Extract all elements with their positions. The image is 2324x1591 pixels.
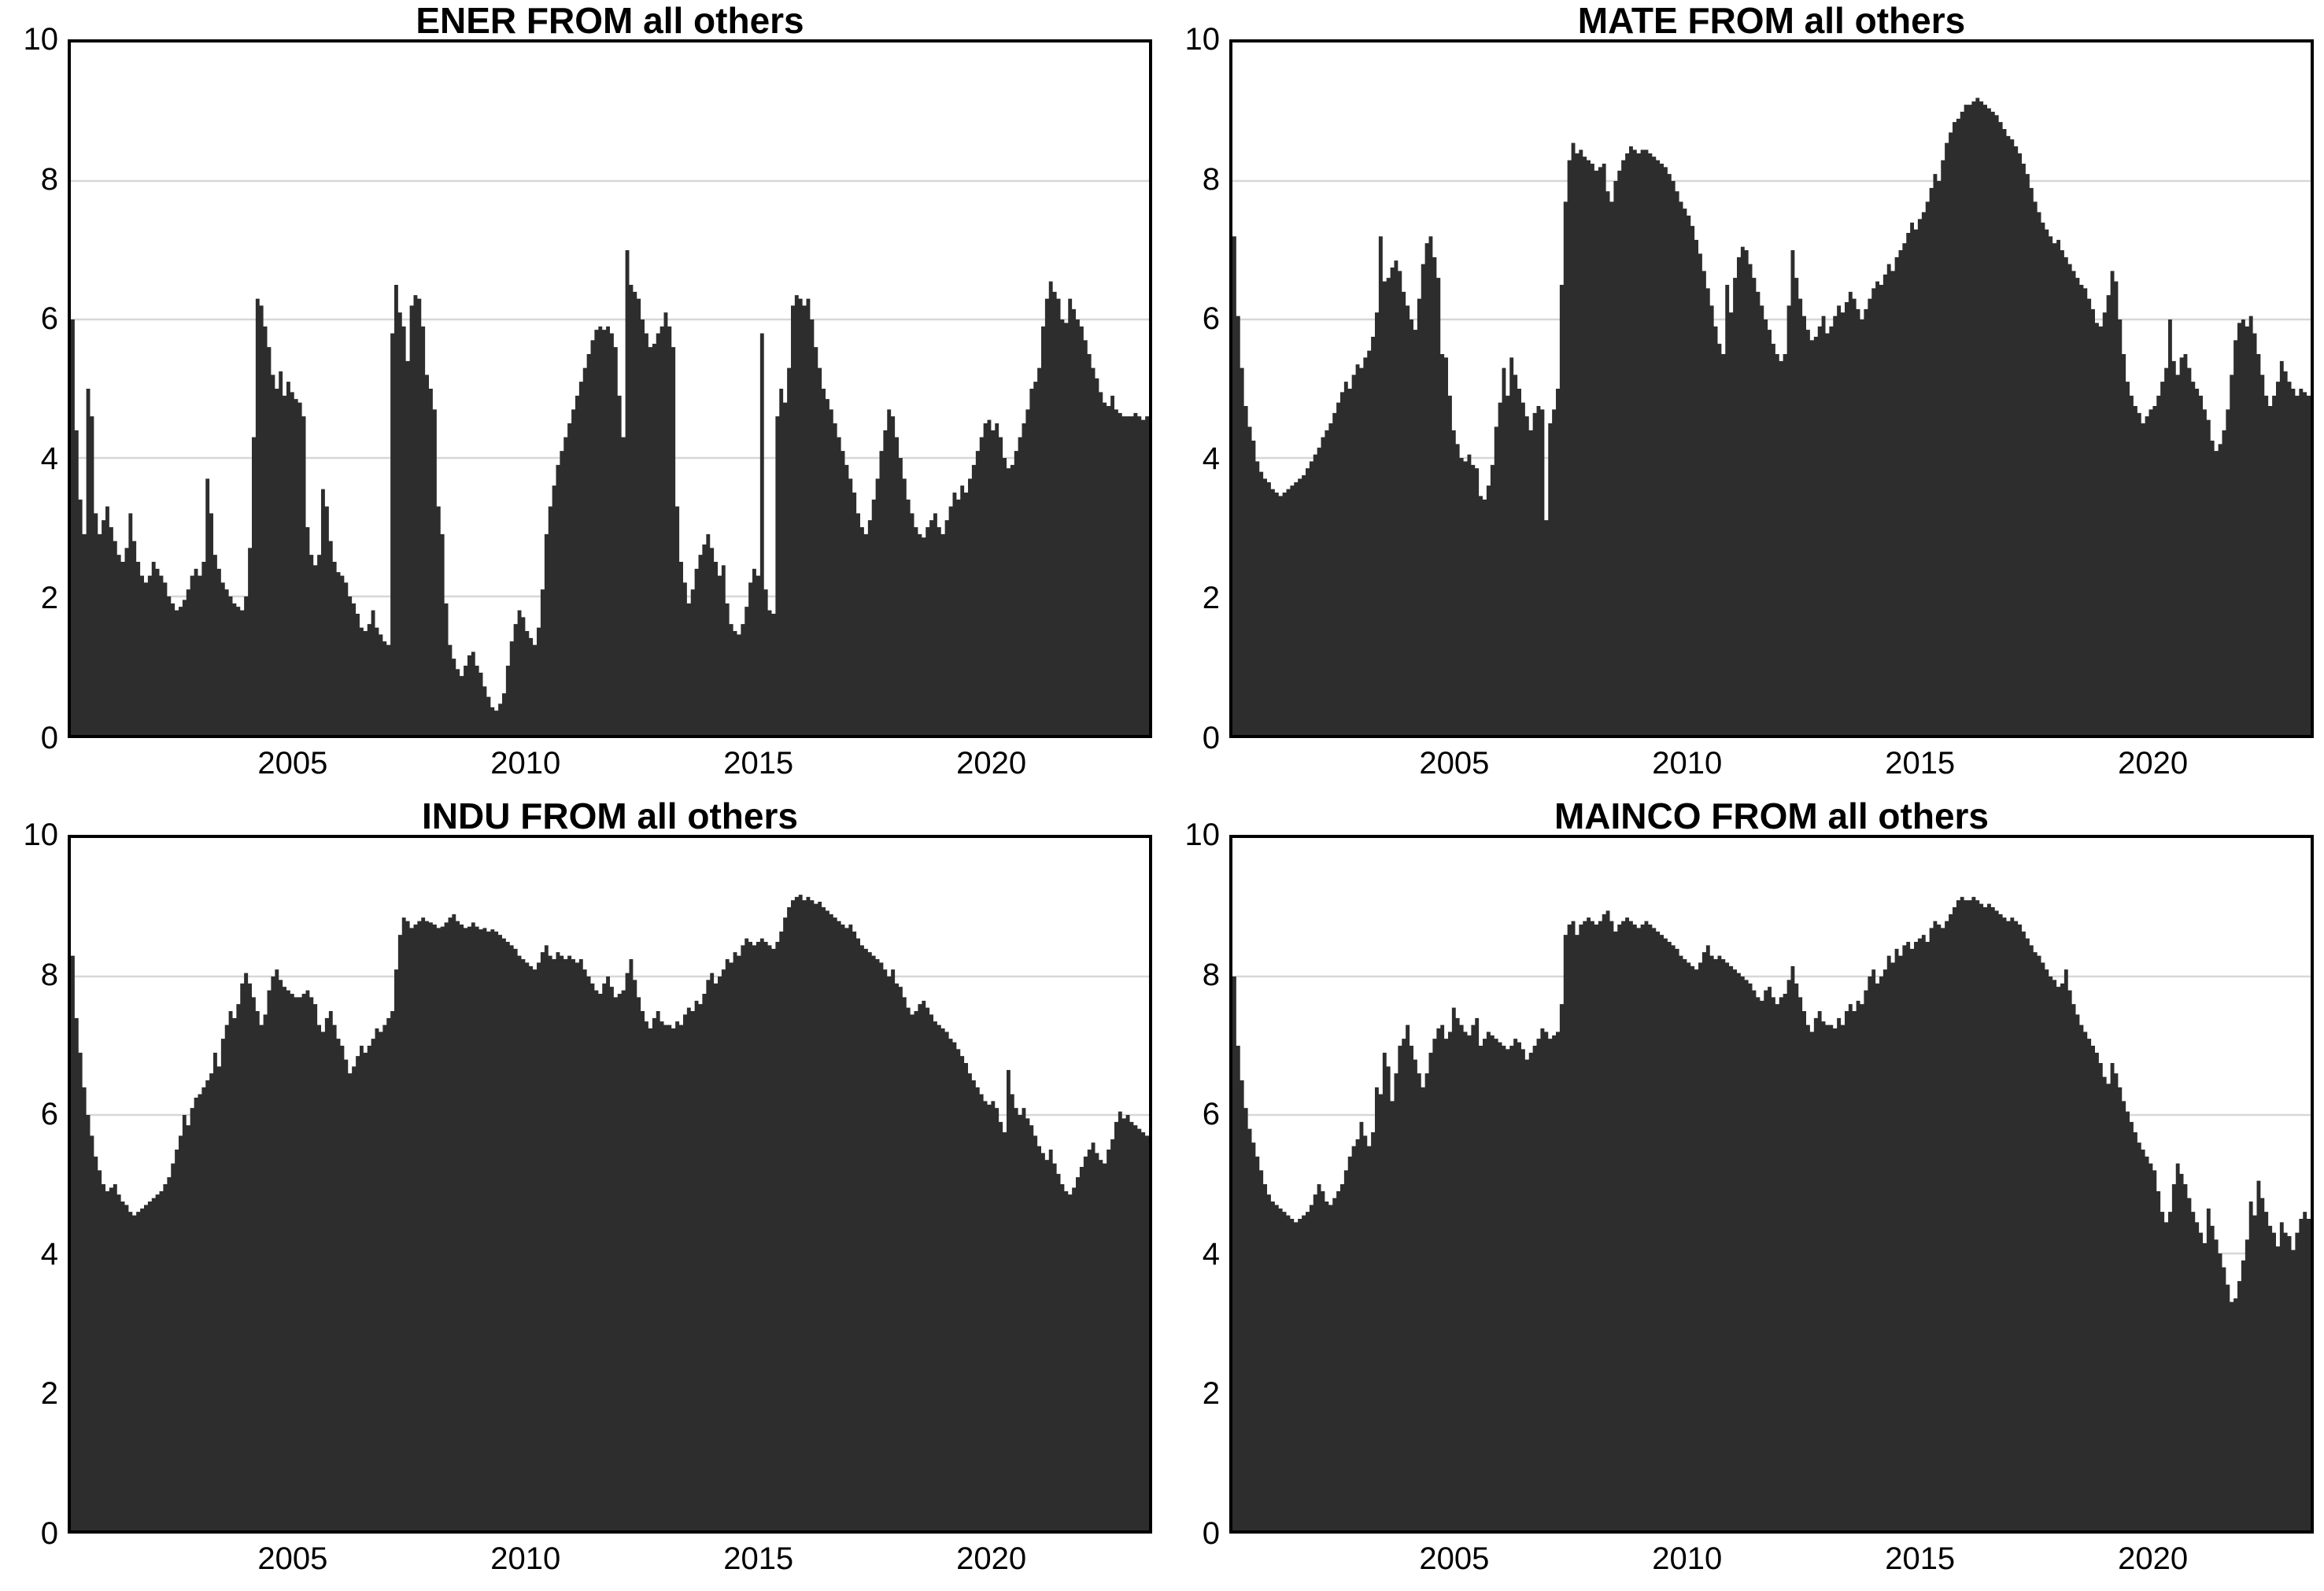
x-tick-label: 2020: [956, 1541, 1027, 1576]
y-axis: 0 2 4 6 8 10: [0, 24, 61, 754]
x-axis: 2005 2010 2015 2020: [68, 741, 1152, 788]
x-tick-label: 2005: [1419, 746, 1490, 781]
plot-frame: [1229, 835, 2314, 1534]
x-axis: 2005 2010 2015 2020: [1229, 741, 2314, 788]
y-tick-label: 0: [40, 1516, 58, 1551]
area-chart-plot: [1232, 98, 2311, 735]
y-tick-label: 0: [1202, 721, 1220, 755]
x-tick-label: 2005: [257, 746, 328, 781]
chart-title: MATE FROM all others: [1577, 0, 1966, 41]
y-tick-label: 10: [1184, 22, 1221, 57]
x-tick-label: 2015: [1885, 746, 1956, 781]
x-axis: 2005 2010 2015 2020: [68, 1537, 1152, 1584]
x-tick-label: 2010: [1652, 746, 1723, 781]
y-tick-label: 0: [1202, 1516, 1220, 1551]
y-tick-label: 4: [40, 1236, 58, 1272]
area-chart-plot: [71, 179, 1149, 735]
area-series: [1232, 98, 2311, 735]
x-tick-label: 2010: [490, 1541, 561, 1576]
chart-indu-from-all-others: INDU FROM all others 0 2 4 6 8 10 2005 2010 201…: [0, 796, 1162, 1591]
y-tick-label: 10: [1184, 818, 1221, 852]
y-tick-label: 2: [40, 581, 58, 616]
y-axis: 0 2 4 6 8 10: [1162, 819, 1223, 1549]
x-tick-label: 2015: [723, 1541, 794, 1576]
x-axis: 2005 2010 2015 2020: [1229, 1537, 2314, 1584]
area-chart-plot: [71, 895, 1149, 1530]
plot-frame: [68, 39, 1152, 738]
y-tick-label: 4: [40, 441, 58, 476]
plot-frame: [1229, 39, 2314, 738]
y-tick-label: 8: [40, 161, 58, 197]
y-tick-label: 8: [1202, 957, 1220, 992]
area-chart-plot: [1232, 896, 2311, 1530]
y-tick-label: 8: [40, 957, 58, 992]
chart-ener-from-all-others: ENER FROM all others 0 2 4 6 8 10 2005 2010 201…: [0, 0, 1162, 796]
y-axis: 0 2 4 6 8 10: [1162, 24, 1223, 754]
y-axis: 0 2 4 6 8 10: [0, 819, 61, 1549]
x-tick-label: 2010: [1652, 1541, 1723, 1576]
x-tick-label: 2020: [2118, 1541, 2189, 1576]
y-tick-label: 0: [40, 721, 58, 755]
y-tick-label: 2: [1202, 1376, 1220, 1412]
y-tick-label: 10: [23, 22, 59, 57]
chart-title: INDU FROM all others: [422, 796, 798, 836]
chart-title: ENER FROM all others: [416, 0, 804, 41]
x-tick-label: 2005: [1419, 1541, 1490, 1576]
y-tick-label: 10: [23, 818, 59, 852]
y-tick-label: 6: [40, 301, 58, 337]
area-series: [71, 250, 1149, 735]
chart-mate-from-all-others: MATE FROM all others 0 2 4 6 8 10 2005 2010 201…: [1162, 0, 2323, 796]
x-tick-label: 2020: [2118, 746, 2189, 781]
x-tick-label: 2015: [1885, 1541, 1956, 1576]
plot-frame: [68, 835, 1152, 1534]
y-tick-label: 6: [40, 1097, 58, 1132]
area-series: [71, 895, 1149, 1530]
chart-mainco-from-all-others: MAINCO FROM all others 0 2 4 6 8 10 2005 2010 2…: [1162, 796, 2323, 1591]
y-tick-label: 6: [1202, 301, 1220, 337]
x-tick-label: 2020: [956, 746, 1027, 781]
x-tick-label: 2010: [490, 746, 561, 781]
y-tick-label: 8: [1202, 161, 1220, 197]
y-tick-label: 4: [1202, 1236, 1220, 1272]
area-series: [1232, 896, 2311, 1530]
chart-title: MAINCO FROM all others: [1554, 796, 1990, 836]
y-tick-label: 2: [1202, 581, 1220, 616]
x-tick-label: 2015: [723, 746, 794, 781]
y-tick-label: 6: [1202, 1097, 1220, 1132]
y-tick-label: 4: [1202, 441, 1220, 476]
x-tick-label: 2005: [257, 1541, 328, 1576]
y-tick-label: 2: [40, 1376, 58, 1412]
